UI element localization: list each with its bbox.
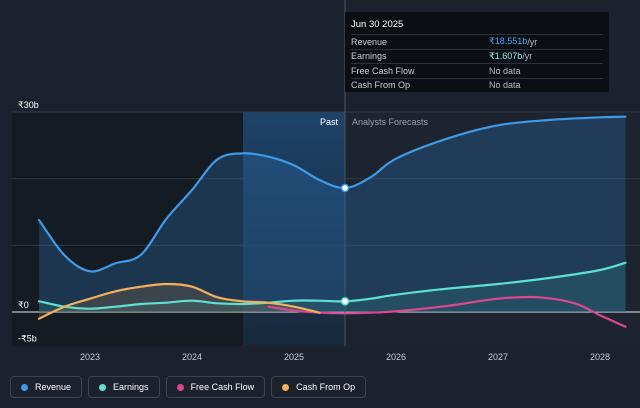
legend-cash-from-op-button[interactable]: Cash From Op bbox=[271, 376, 367, 398]
forecast-region bbox=[345, 112, 640, 346]
tooltip-value: No data bbox=[489, 80, 521, 91]
tooltip-value: ₹1.607b bbox=[489, 50, 523, 61]
tooltip-label: Revenue bbox=[351, 36, 388, 47]
legend-label: Revenue bbox=[35, 382, 72, 392]
earnings-area bbox=[39, 262, 626, 312]
tooltip-label: Cash From Op bbox=[351, 80, 411, 91]
legend-label: Earnings bbox=[113, 382, 149, 392]
x-tick-label: 2028 bbox=[590, 352, 610, 362]
cash-from-op-line bbox=[37, 282, 321, 320]
legend-earnings-button[interactable]: Earnings bbox=[88, 376, 160, 398]
x-tick-label: 2027 bbox=[488, 352, 508, 362]
tooltip-row-earnings: Earnings ₹1.607b /yr bbox=[351, 48, 603, 64]
y-tick-label: -₹5b bbox=[18, 333, 37, 343]
legend-dot-icon bbox=[176, 383, 184, 391]
tooltip-date: Jun 30 2025 bbox=[351, 19, 404, 30]
earnings-marker bbox=[340, 297, 350, 306]
tooltip-row-free-cash-flow: Free Cash Flow No data bbox=[351, 63, 603, 78]
revenue-marker bbox=[340, 183, 350, 193]
forecast-label: Analysts Forecasts bbox=[352, 117, 429, 127]
y-tick-label: ₹30b bbox=[18, 100, 39, 110]
legend-revenue-button[interactable]: Revenue bbox=[10, 376, 83, 398]
y-tick-label: ₹0 bbox=[18, 300, 29, 310]
legend-dot-icon bbox=[282, 383, 290, 391]
legend-free-cash-flow-button[interactable]: Free Cash Flow bbox=[165, 376, 266, 398]
legend-label: Free Cash Flow bbox=[190, 382, 255, 392]
tooltip-unit: /yr bbox=[522, 51, 533, 62]
earnings-line bbox=[37, 261, 627, 310]
legend-dot-icon bbox=[21, 383, 28, 391]
tooltip-label: Free Cash Flow bbox=[351, 65, 415, 76]
x-tick-label: 2024 bbox=[182, 352, 202, 362]
chart-legend: Revenue Earnings Free Cash Flow Cash Fro… bbox=[10, 376, 367, 398]
revenue-line bbox=[37, 115, 627, 273]
x-tick-label: 2026 bbox=[386, 352, 406, 362]
x-tick-label: 2023 bbox=[80, 352, 100, 362]
tooltip-value: ₹18.551b bbox=[489, 36, 528, 47]
revenue-area bbox=[39, 116, 626, 312]
tooltip-value: No data bbox=[489, 65, 521, 76]
tooltip-row-revenue: Revenue ₹18.551b /yr bbox=[351, 34, 603, 49]
tooltip-unit: /yr bbox=[527, 36, 538, 47]
past-label: Past bbox=[320, 117, 339, 127]
tooltip-row-cash-from-op: Cash From Op No data bbox=[351, 77, 603, 93]
hover-tooltip: Jun 30 2025 Revenue ₹18.551b /yr Earning… bbox=[345, 12, 609, 92]
tooltip-label: Earnings bbox=[351, 51, 387, 62]
legend-label: Cash From Op bbox=[296, 382, 356, 392]
legend-dot-icon bbox=[99, 383, 107, 391]
x-tick-label: 2025 bbox=[284, 352, 304, 362]
